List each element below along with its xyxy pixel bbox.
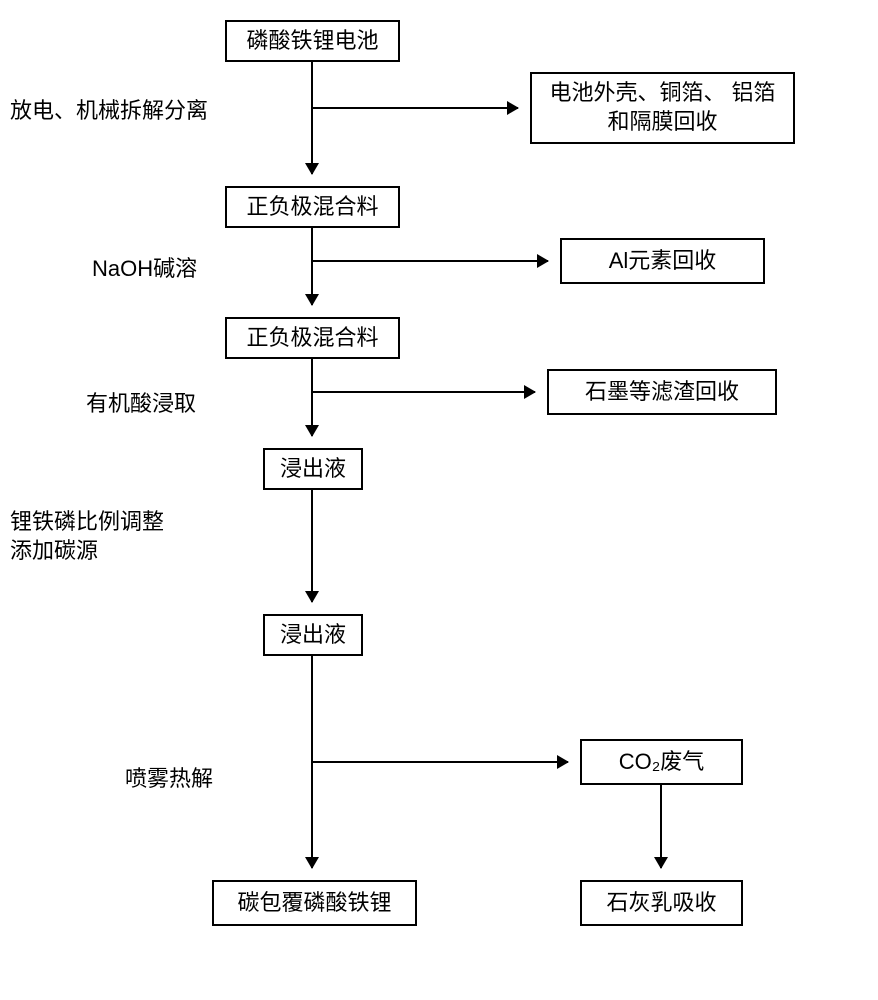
node-lime: 石灰乳吸收 — [580, 880, 743, 926]
node-graphite-recovery: 石墨等滤渣回收 — [547, 369, 777, 415]
arrow-3-5 — [311, 228, 313, 305]
node-text: 石灰乳吸收 — [606, 889, 716, 918]
node-text: CO₂废气 — [619, 748, 705, 777]
node-text: 磷酸铁锂电池 — [246, 27, 378, 56]
node-product: 碳包覆磷酸铁锂 — [212, 880, 417, 926]
label-text: 有机酸浸取 — [86, 391, 196, 416]
node-al-recovery: Al元素回收 — [560, 238, 765, 284]
node-text: 浸出液 — [280, 455, 346, 484]
label-adjust: 锂铁磷比例调整 添加碳源 — [10, 508, 164, 565]
label-naoh: NaOH碱溶 — [92, 255, 197, 284]
node-text: 正负极混合料 — [246, 324, 378, 353]
node-co2: CO₂废气 — [580, 739, 743, 785]
node-leachate-2: 浸出液 — [263, 614, 363, 656]
arrow-to-graphite — [312, 391, 535, 393]
label-discharge: 放电、机械拆解分离 — [10, 97, 208, 126]
node-text: 电池外壳、铜箔、 铝箔和隔膜回收 — [542, 79, 783, 136]
label-spray: 喷雾热解 — [125, 765, 213, 794]
arrow-to-shell — [312, 107, 518, 109]
arrow-5-7 — [311, 359, 313, 436]
node-mixture-2: 正负极混合料 — [225, 317, 400, 359]
node-leachate-1: 浸出液 — [263, 448, 363, 490]
arrow-7-8 — [311, 490, 313, 602]
node-start: 磷酸铁锂电池 — [225, 20, 400, 62]
node-text: 碳包覆磷酸铁锂 — [237, 889, 391, 918]
label-text: 喷雾热解 — [125, 766, 213, 791]
node-text: Al元素回收 — [609, 247, 717, 276]
node-mixture-1: 正负极混合料 — [225, 186, 400, 228]
label-text: 放电、机械拆解分离 — [10, 98, 208, 123]
arrow-to-co2 — [312, 761, 568, 763]
node-text: 正负极混合料 — [246, 193, 378, 222]
label-organic-acid: 有机酸浸取 — [86, 390, 196, 419]
label-text: 锂铁磷比例调整 添加碳源 — [10, 509, 164, 563]
node-text: 石墨等滤渣回收 — [585, 378, 739, 407]
arrow-1-3 — [311, 62, 313, 174]
node-shell-recovery: 电池外壳、铜箔、 铝箔和隔膜回收 — [530, 72, 795, 144]
arrow-to-al — [312, 260, 548, 262]
node-text: 浸出液 — [280, 621, 346, 650]
label-text: NaOH碱溶 — [92, 256, 197, 281]
arrow-co2-lime — [660, 785, 662, 868]
